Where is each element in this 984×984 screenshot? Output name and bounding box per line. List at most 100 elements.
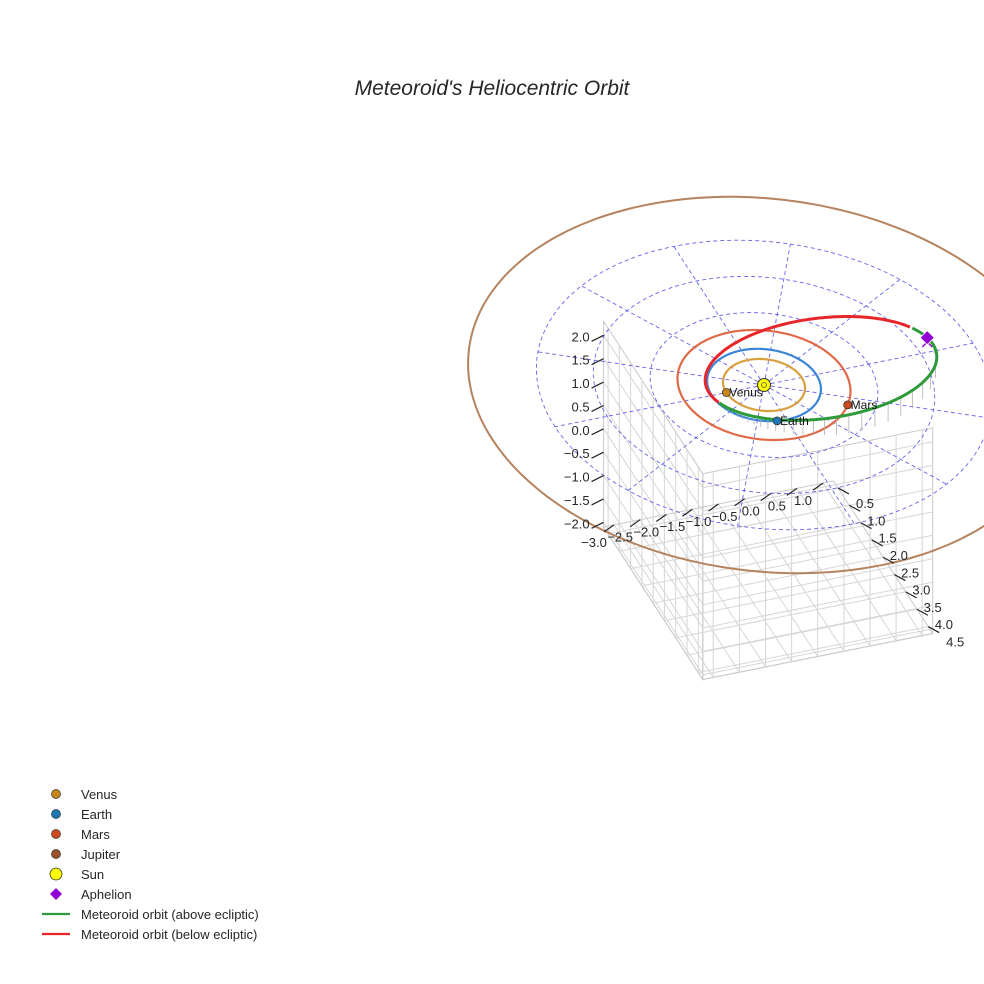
x-tick-label: −3.0 — [581, 535, 607, 550]
meteoroid-orbit-above — [718, 336, 939, 422]
legend: Venus Earth Mars Jupiter Sun Aphelion Meteoroi… — [42, 787, 259, 942]
y-tick-label: 1.5 — [879, 531, 897, 546]
legend-label: Aphelion — [81, 887, 132, 902]
x-tick-mark — [629, 519, 641, 528]
z-tick-mark — [591, 334, 604, 342]
sun-core — [761, 382, 767, 388]
y-tick-mark — [894, 574, 906, 582]
y-tick-mark — [848, 504, 861, 512]
legend-label: Mars — [81, 827, 110, 842]
x-gridline — [665, 461, 766, 669]
z-gridline — [603, 381, 933, 536]
polar-grid-spoke — [763, 342, 974, 386]
mars-marker — [843, 400, 853, 410]
z-tick-label: 2.0 — [571, 329, 589, 344]
z-tick-label: −1.5 — [564, 493, 590, 508]
y-tick-label: 2.5 — [901, 565, 919, 580]
z-tick-mark — [591, 358, 604, 366]
meteoroid-orbit-below — [703, 315, 911, 404]
jupiter-orbit — [467, 195, 984, 575]
legend-label: Venus — [81, 787, 118, 802]
axis-ticks-layer: −3.0 −2.5 −2.0 −1.5 −1.0 −0.5 0.0 0.5 1.0 0.51.01… — [564, 329, 964, 649]
x-tick-mark — [812, 482, 824, 491]
y-gridline — [663, 414, 895, 622]
legend-label: Sun — [81, 867, 104, 882]
polar-grid-spoke — [763, 384, 984, 418]
z-gridline — [603, 358, 933, 512]
x-tick-label: −2.0 — [633, 524, 659, 539]
polar-grid-spoke — [763, 243, 791, 386]
y-gridline — [630, 362, 861, 570]
z-tick-mark — [591, 404, 604, 412]
venus-label: Venus — [729, 386, 762, 400]
y-tick-mark — [905, 591, 917, 599]
earth-label: Earth — [780, 414, 809, 428]
y-gridline — [641, 380, 872, 587]
ecliptic-polar-grid — [535, 239, 984, 531]
x-gridline — [639, 466, 740, 674]
y-gridline — [697, 466, 929, 674]
legend-marker-sun — [49, 867, 63, 881]
z-gridline — [603, 522, 933, 676]
y-tick-label: 3.0 — [912, 583, 930, 598]
y-tick-mark — [837, 487, 850, 495]
venus-marker — [721, 388, 731, 397]
polar-grid-spoke — [537, 351, 765, 386]
polar-grid-spoke — [763, 279, 901, 386]
mars-label: Mars — [851, 398, 878, 412]
y-gridline — [675, 432, 906, 639]
polar-grid-spoke — [581, 285, 765, 386]
x-tick-mark — [708, 503, 719, 512]
y-tick-mark — [882, 556, 895, 564]
x-tick-mark — [734, 498, 745, 507]
z-gridline — [603, 405, 933, 559]
y-tick-label: 2.0 — [890, 548, 908, 563]
z-tick-mark — [591, 498, 604, 506]
x-tick-mark — [655, 513, 667, 522]
z-gridline — [603, 335, 933, 489]
z-tick-label: 1.5 — [571, 353, 589, 368]
z-gridline — [603, 498, 933, 652]
z-tick-label: −0.5 — [564, 446, 590, 461]
z-tick-label: 1.0 — [571, 376, 589, 391]
legend-marker-jupiter — [51, 849, 61, 859]
chart-title: Meteoroid's Heliocentric Orbit — [355, 77, 631, 100]
polar-grid-spoke — [737, 384, 765, 527]
earth-marker — [772, 416, 782, 426]
x-tick-label: −0.5 — [712, 509, 738, 524]
y-tick-mark — [860, 522, 872, 530]
z-gridline — [603, 428, 933, 582]
z-tick-label: 0.0 — [571, 423, 589, 438]
legend-label: Jupiter — [81, 847, 121, 862]
x-gridline — [744, 445, 845, 653]
side-pane — [603, 319, 704, 682]
y-tick-label: 1.0 — [867, 513, 885, 528]
z-gridline — [603, 475, 933, 629]
legend-label: Earth — [81, 807, 112, 822]
x-tick-label: −2.5 — [607, 530, 633, 545]
mars-orbit — [676, 328, 852, 442]
x-tick-label: −1.0 — [686, 514, 712, 529]
x-gridline — [822, 429, 923, 638]
z-tick-label: −2.0 — [564, 516, 590, 531]
y-tick-mark — [916, 608, 929, 616]
legend-marker-venus — [51, 789, 61, 799]
body-markers-layer: Venus Earth Mars — [721, 330, 935, 428]
y-tick-mark — [871, 539, 884, 547]
y-tick-label: 4.5 — [946, 635, 964, 650]
legend-marker-mars — [51, 829, 61, 839]
polar-grid-spoke — [673, 246, 765, 386]
y-tick-label: 3.5 — [924, 600, 942, 615]
z-tick-label: 0.5 — [571, 399, 589, 414]
y-tick-label: 0.5 — [856, 496, 874, 511]
x-tick-label: 0.0 — [742, 504, 760, 519]
x-tick-label: 1.0 — [794, 493, 812, 508]
y-gridline — [686, 449, 917, 656]
x-tick-mark — [786, 487, 798, 496]
z-tick-mark — [591, 381, 604, 389]
legend-marker-earth — [51, 809, 61, 819]
y-tick-mark — [927, 626, 940, 634]
z-tick-mark — [591, 451, 604, 459]
x-gridline — [796, 435, 897, 643]
